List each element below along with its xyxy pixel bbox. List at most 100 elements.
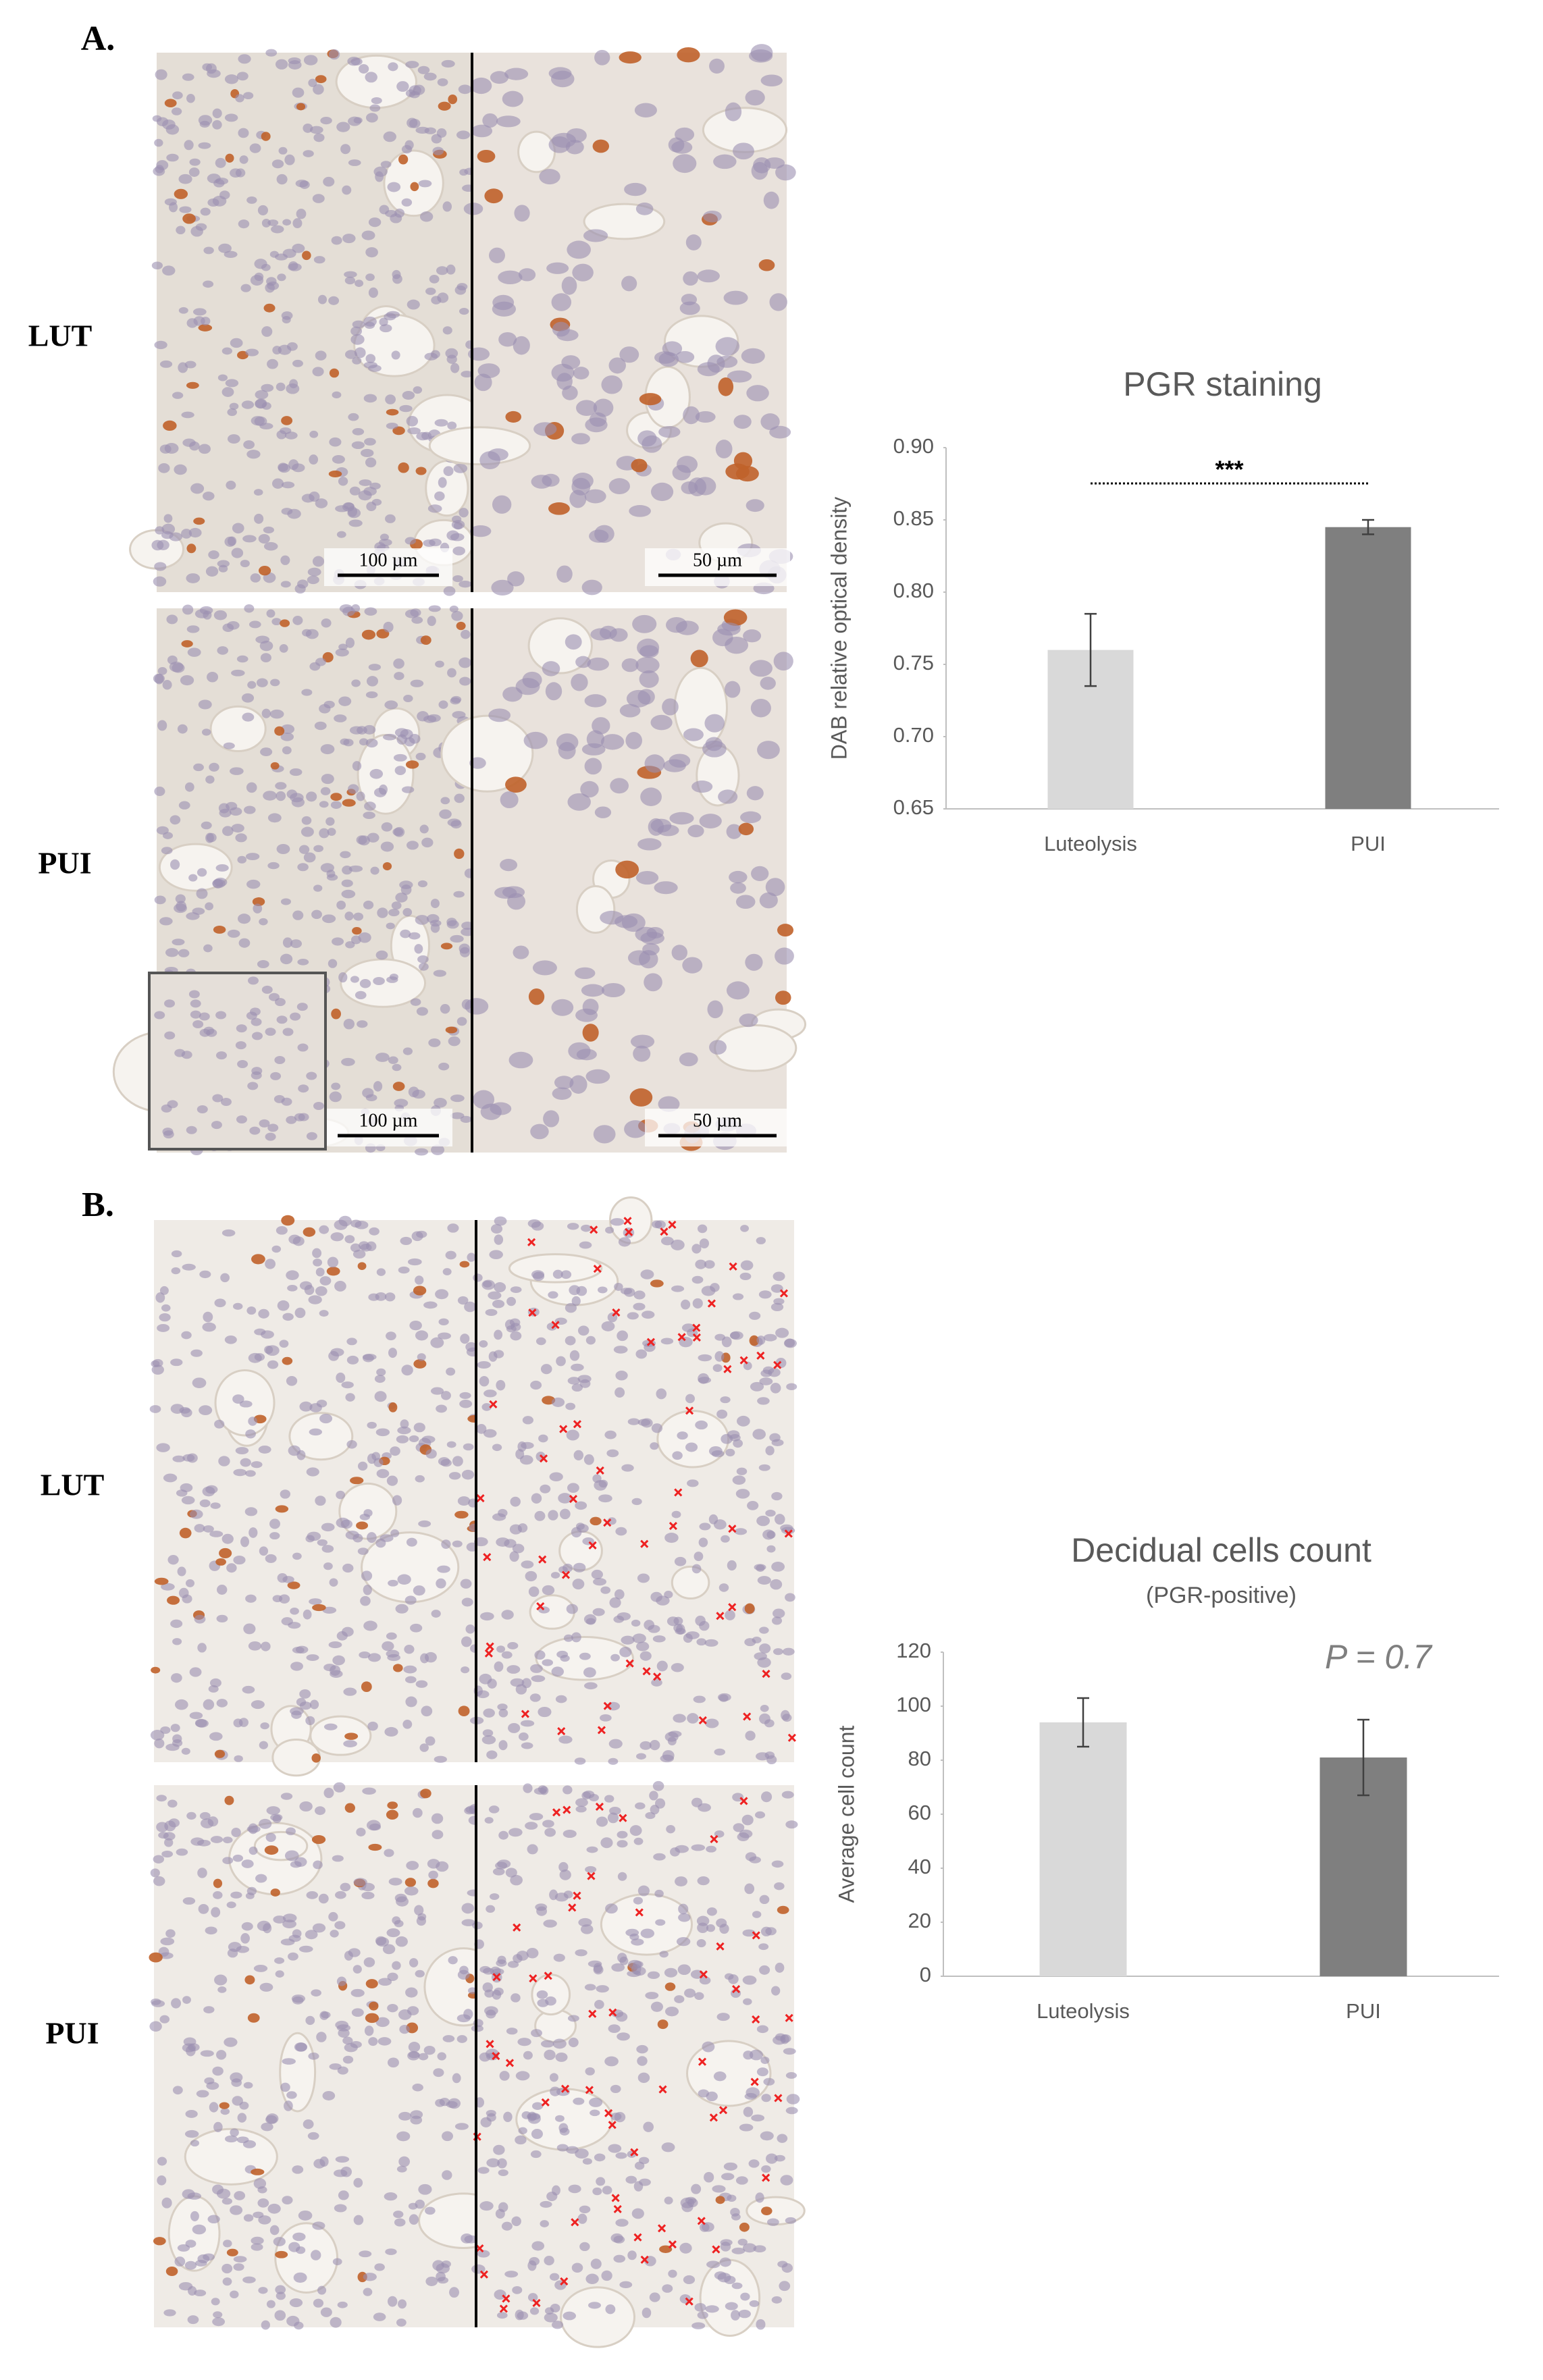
nucleus [163,2309,176,2317]
nucleus [178,307,188,314]
vessel [527,617,593,675]
nucleus [777,924,794,937]
nucleus [284,2100,293,2111]
nucleus [460,1579,472,1589]
nucleus [405,760,419,769]
nucleus [205,1926,217,1935]
nucleus [568,2037,579,2048]
nucleus [200,2050,214,2057]
marker [603,1518,612,1527]
nucleus [482,113,498,128]
nucleus [364,607,377,616]
nucleus [430,1337,444,1348]
marker [692,1323,701,1332]
nucleus [165,1929,176,1938]
nucleus [375,1428,390,1437]
nucleus [353,1878,367,1886]
x-tick-label: Luteolysis [1037,1999,1130,2023]
nucleus [558,1861,569,1872]
nucleus [431,296,442,305]
nucleus [186,544,197,554]
nucleus [294,2321,304,2330]
nucleus [515,2071,530,2081]
nucleus [338,696,352,706]
nucleus [368,217,382,228]
marker [608,2008,617,2017]
scale-bar-bg [645,1109,790,1146]
nucleus [771,1439,784,1446]
nucleus [470,77,492,95]
nucleus [340,144,351,155]
nucleus [348,159,361,166]
nucleus [179,206,192,213]
nucleus [286,1375,298,1386]
nucleus [174,1049,186,1057]
nucleus [225,379,239,388]
nucleus [729,870,748,884]
nucleus [394,672,404,681]
nucleus [671,1663,684,1672]
nucleus [531,1270,545,1279]
nucleus [489,247,505,263]
nucleus [443,586,456,596]
nucleus [477,1360,491,1369]
nucleus [317,2285,327,2295]
nucleus [292,2165,304,2174]
nucleus [161,2197,172,2209]
nucleus [265,1832,276,1843]
nucleus [650,714,673,731]
nucleus [456,621,466,631]
nucleus [498,270,523,284]
nucleus [335,505,349,512]
nucleus [227,929,240,938]
nucleus [348,865,363,872]
nucleus [497,2158,507,2169]
nucleus [384,2192,398,2201]
nucleus [334,714,347,722]
nucleus [637,1885,650,1897]
nucleus [404,537,417,545]
nucleus [442,326,452,335]
nucleus [218,564,228,573]
nucleus [274,998,286,1007]
nucleus [735,466,759,482]
nucleus [246,879,261,889]
nucleus [153,1855,165,1863]
nucleus [691,1844,706,1851]
nucleus [751,866,769,881]
nucleus [497,1859,511,1869]
nucleus [664,2006,679,2017]
nucleus [540,2220,549,2227]
nucleus [165,948,179,957]
nucleus [544,2256,554,2266]
nucleus [351,441,365,450]
nucleus [496,2312,508,2319]
nucleus [579,1241,592,1249]
nucleus [530,1123,549,1140]
nucleus [249,1527,258,1538]
nucleus [159,1286,169,1295]
nucleus [750,1381,764,1392]
nucleus [644,973,662,992]
nucleus [594,2153,606,2162]
nucleus [473,1273,483,1282]
nucleus [639,1741,652,1750]
nucleus [315,1286,328,1296]
nucleus [153,1876,165,1886]
nucleus [446,1441,456,1448]
nucleus [303,55,318,65]
nucleus [486,2109,496,2117]
nucleus [190,999,201,1008]
nucleus [565,1402,576,1410]
marker [640,1539,649,1548]
error-bar [1357,1718,1369,1797]
nucleus [286,2091,297,2099]
nucleus [463,2009,473,2020]
nucleus [230,338,243,348]
nucleus [698,2089,710,2098]
nucleus [669,812,694,825]
nucleus [477,2250,490,2258]
nucleus [438,700,448,709]
nucleus [759,1643,771,1654]
nucleus [486,2158,500,2167]
